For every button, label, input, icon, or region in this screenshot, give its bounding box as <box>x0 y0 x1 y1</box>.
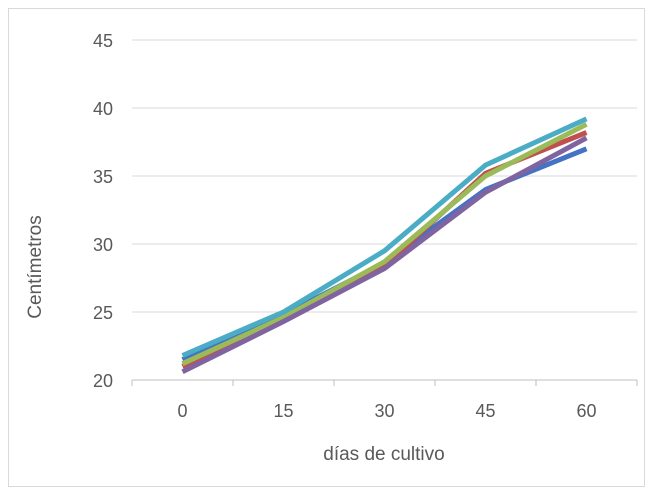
x-tick-label: 0 <box>177 401 187 421</box>
y-tick-label: 45 <box>93 31 113 51</box>
x-axis <box>131 379 638 386</box>
gridlines <box>132 39 637 313</box>
x-tick-label: 60 <box>576 401 596 421</box>
series-line-4 <box>181 135 588 375</box>
y-tick-label: 25 <box>93 303 113 323</box>
x-tick-label: 30 <box>374 401 394 421</box>
y-tick-label: 30 <box>93 235 113 255</box>
chart-frame: 20 25 30 35 40 45 0 15 30 45 60 Centímetros días … <box>8 8 645 487</box>
y-tick-label: 35 <box>93 167 113 187</box>
y-tick-label: 40 <box>93 99 113 119</box>
series-lines <box>181 116 588 375</box>
x-tick-label: 15 <box>273 401 293 421</box>
x-tick-label: 45 <box>475 401 495 421</box>
y-tick-label: 20 <box>93 371 113 391</box>
series-line-5 <box>181 116 588 358</box>
x-axis-tick-labels: 0 15 30 45 60 <box>177 401 596 421</box>
x-axis-label: días de cultivo <box>323 444 444 465</box>
y-axis-label: Centímetros <box>25 215 46 318</box>
series-line-3 <box>181 122 588 366</box>
line-chart: 20 25 30 35 40 45 0 15 30 45 60 Centímetros días … <box>25 31 638 465</box>
y-axis-tick-labels: 20 25 30 35 40 45 <box>93 31 113 391</box>
